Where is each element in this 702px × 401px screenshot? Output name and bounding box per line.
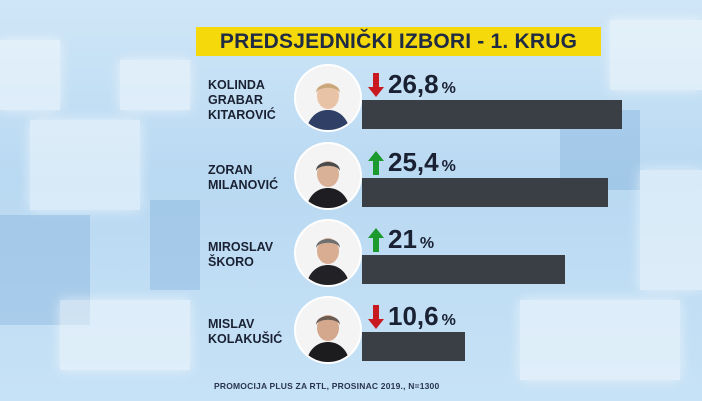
data-label-value: 25,4 xyxy=(388,147,439,177)
arrow-up-icon xyxy=(368,151,384,175)
candidate-name-line: MISLAV xyxy=(208,317,255,331)
candidate-photo xyxy=(296,144,360,208)
data-label-value: 10,6 xyxy=(388,301,439,331)
data-label: 26,8% xyxy=(388,69,456,104)
data-label: 21% xyxy=(388,224,434,259)
data-label: 25,4% xyxy=(388,147,456,182)
candidate-name: MISLAV KOLAKUŠIĆ xyxy=(208,317,300,347)
candidate-name-line: KOLAKUŠIĆ xyxy=(208,332,283,346)
data-label-unit: % xyxy=(441,158,456,175)
bar xyxy=(362,100,622,129)
candidate-name-line: KOLINDA xyxy=(208,78,265,92)
data-label-unit: % xyxy=(419,235,435,252)
data-label-value: 21 xyxy=(388,224,417,254)
data-label-value: 26,8 xyxy=(388,69,439,99)
data-label-unit: % xyxy=(441,312,456,329)
arrow-down-icon xyxy=(368,73,384,97)
candidate-photo xyxy=(296,66,360,130)
candidate-name: KOLINDA GRABAR KITAROVIĆ xyxy=(208,78,300,123)
candidate-name-line: MIROSLAV xyxy=(208,240,274,254)
source-footnote: PROMOCIJA PLUS ZA RTL, PROSINAC 2019., N… xyxy=(214,381,440,391)
bar xyxy=(362,255,565,284)
candidate-name-line: GRABAR xyxy=(208,93,263,107)
candidate-photo xyxy=(296,221,360,285)
arrow-down-icon xyxy=(368,305,384,329)
candidate-name: ZORAN MILANOVIĆ xyxy=(208,163,300,193)
candidate-name-line: MILANOVIĆ xyxy=(208,178,279,192)
data-label: 10,6% xyxy=(388,301,456,336)
candidate-name-line: KITAROVIĆ xyxy=(208,108,276,122)
candidate-row: ZORAN MILANOVIĆ 25,4% xyxy=(0,144,702,214)
candidate-row: MISLAV KOLAKUŠIĆ 10,6% xyxy=(0,298,702,368)
candidate-name-line: ZORAN xyxy=(208,163,253,177)
arrow-up-icon xyxy=(368,228,384,252)
candidate-name-line: ŠKORO xyxy=(208,255,254,269)
bar xyxy=(362,178,608,207)
candidate-row: KOLINDA GRABAR KITAROVIĆ 26,8% xyxy=(0,66,702,136)
data-label-unit: % xyxy=(441,80,456,97)
chart-title: PREDSJEDNIČKI IZBORI - 1. KRUG xyxy=(196,27,601,56)
candidate-name: MIROSLAV ŠKORO xyxy=(208,240,300,270)
candidate-photo xyxy=(296,298,360,362)
candidate-row: MIROSLAV ŠKORO 21% xyxy=(0,221,702,291)
bar xyxy=(362,332,465,361)
